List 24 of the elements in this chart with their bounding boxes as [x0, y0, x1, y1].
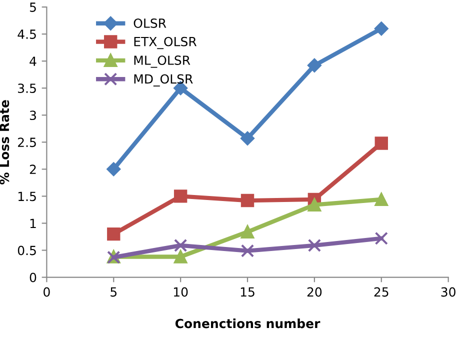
y-tick-label: 3: [30, 110, 36, 120]
y-tick-label: 5: [30, 2, 36, 12]
x-tick-label: 20: [307, 287, 322, 297]
y-tick-label: 2.5: [18, 138, 36, 148]
x-tick-label: 0: [44, 287, 50, 297]
x-tick-label: 30: [441, 287, 456, 297]
y-tick-label: 3.5: [18, 84, 36, 94]
legend-label: ML_OLSR: [134, 56, 190, 68]
y-tick-label: 0.5: [18, 246, 36, 256]
x-tick-label: 15: [240, 287, 254, 297]
x-tick-label: 5: [110, 287, 117, 297]
legend-label: ETX_OLSR: [134, 36, 197, 50]
x-tick-label: 25: [374, 287, 388, 297]
legend-label: OLSR: [134, 18, 166, 28]
y-tick-label: 2: [30, 164, 36, 174]
y-tick-label: 0: [30, 272, 36, 282]
legend-label: MD_OLSR: [134, 74, 193, 86]
y-tick-label: 4.5: [18, 30, 36, 39]
y-tick-label: 4: [30, 56, 36, 66]
y-tick-label: 1: [30, 218, 36, 228]
x-tick-label: 10: [174, 287, 188, 297]
x-axis-title: Conenctions number: [175, 318, 320, 328]
y-axis-title: % Loss Rate: [0, 100, 10, 184]
y-tick-label: 1.5: [18, 192, 36, 202]
